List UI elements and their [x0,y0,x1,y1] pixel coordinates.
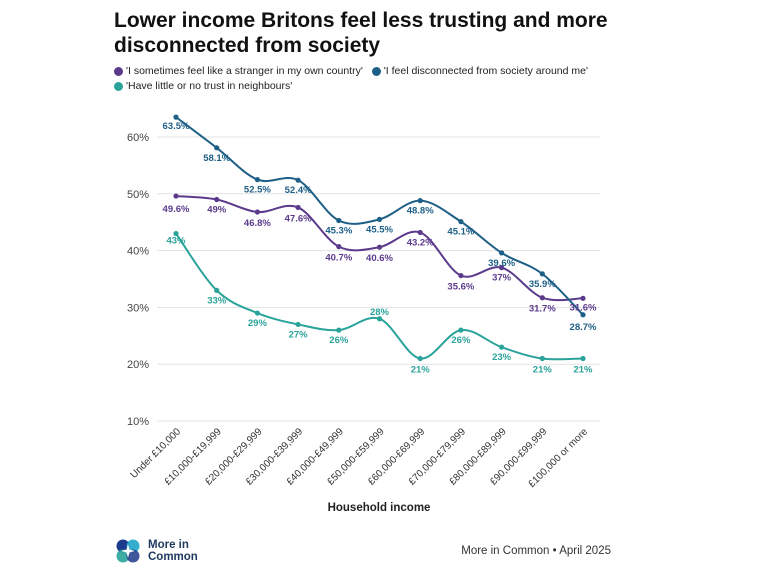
data-point-stranger [417,229,423,236]
data-label-disconnected: 63.5% [163,121,190,132]
series-line-disconnected [175,116,584,316]
data-point-neighbours [173,230,179,237]
data-label-stranger: 43.2% [407,237,434,248]
y-tick-label: 10% [127,416,149,428]
chart-legend: 'I sometimes feel like a stranger in my … [114,65,634,95]
data-label-stranger: 49% [207,204,227,215]
legend-label-stranger: 'I sometimes feel like a stranger in my … [126,65,363,77]
legend-label-disconnected: 'I feel disconnected from society around… [383,65,588,77]
data-point-neighbours [295,321,301,328]
data-point-stranger [539,295,545,301]
brand-logo: More in Common [114,537,198,565]
data-label-disconnected: 35.9% [529,279,556,290]
data-point-neighbours [417,355,423,362]
legend-swatch-neighbours [114,82,123,91]
more-in-common-logo-icon [116,539,140,563]
data-label-disconnected: 45.1% [447,227,474,238]
data-point-disconnected [376,216,383,222]
data-label-neighbours: 28% [370,307,390,318]
data-point-stranger [336,244,342,250]
legend-label-neighbours: 'Have little or no trust in neighbours' [126,80,293,92]
data-label-neighbours: 33% [207,295,227,306]
data-label-stranger: 40.7% [325,253,352,264]
data-point-stranger [458,272,464,279]
data-point-neighbours [214,287,220,293]
data-point-disconnected [580,312,586,318]
data-point-stranger [214,196,220,203]
data-point-neighbours [580,355,586,362]
data-label-neighbours: 21% [573,365,593,376]
data-point-disconnected [173,114,179,120]
legend-item-stranger: 'I sometimes feel like a stranger in my … [114,65,363,78]
data-point-stranger [173,193,179,199]
y-tick-label: 60% [127,132,149,144]
data-label-neighbours: 23% [492,352,512,363]
y-tick-label: 40% [127,246,149,258]
data-point-disconnected [295,177,301,183]
data-point-stranger [580,295,586,301]
data-point-disconnected [214,145,220,151]
data-point-neighbours [376,316,383,322]
logo-text-line1: More in [148,539,189,551]
data-label-disconnected: 39.6% [488,258,515,269]
data-label-disconnected: 58.1% [203,153,230,164]
data-label-neighbours: 21% [411,365,431,376]
data-label-disconnected: 45.3% [325,225,352,236]
data-point-neighbours [458,327,464,333]
data-label-disconnected: 48.8% [407,206,434,217]
data-point-stranger [499,265,505,271]
y-tick-label: 20% [127,359,149,371]
data-label-disconnected: 52.4% [285,185,312,196]
legend-swatch-disconnected [371,67,381,76]
data-point-disconnected [539,271,545,277]
legend-item-disconnected: 'I feel disconnected from society around… [371,65,588,78]
data-label-stranger: 40.6% [366,253,393,264]
data-label-stranger: 31.6% [570,302,597,313]
data-label-stranger: 31.7% [529,304,556,315]
data-point-stranger [254,209,260,215]
logo-text-line2: Common [148,551,198,563]
data-label-disconnected: 28.7% [570,322,597,333]
legend-swatch-stranger [114,67,123,76]
data-point-neighbours [499,344,505,350]
data-point-stranger [295,204,301,211]
data-label-stranger: 35.6% [447,282,474,293]
data-label-stranger: 47.6% [285,213,312,224]
chart-title: Lower income Britons feel less trusting … [114,9,608,57]
data-point-neighbours [254,310,260,316]
data-label-neighbours: 21% [533,365,553,376]
data-label-disconnected: 52.5% [244,185,271,196]
data-label-stranger: 37% [492,273,512,284]
data-label-neighbours: 43% [166,236,186,247]
y-tick-label: 30% [127,302,149,314]
data-point-neighbours [336,327,342,333]
legend-item-neighbours: 'Have little or no trust in neighbours' [114,80,292,93]
data-label-stranger: 46.8% [244,218,271,229]
data-label-neighbours: 29% [248,318,268,329]
data-point-disconnected [336,217,342,224]
source-credit: More in Common • April 2025 [461,545,611,557]
data-point-disconnected [458,219,464,225]
data-point-disconnected [417,198,423,204]
data-point-neighbours [539,355,545,362]
data-label-neighbours: 26% [451,335,471,346]
x-axis-title: Household income [328,502,431,514]
data-label-disconnected: 45.5% [366,224,393,235]
data-point-disconnected [254,177,260,183]
data-point-disconnected [499,250,505,256]
data-label-stranger: 49.6% [163,204,190,215]
data-label-neighbours: 27% [289,329,309,340]
data-label-neighbours: 26% [329,335,349,346]
y-tick-label: 50% [127,189,149,201]
data-point-stranger [376,244,383,250]
